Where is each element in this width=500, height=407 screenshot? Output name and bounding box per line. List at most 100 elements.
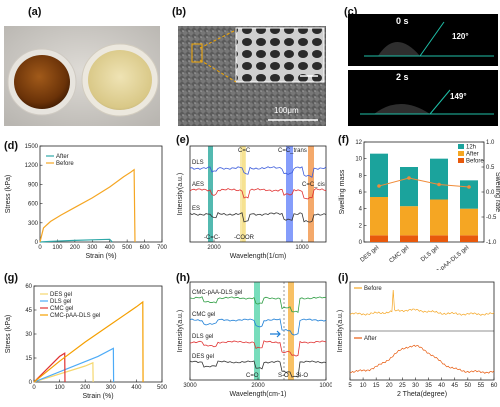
chart-h-series-line <box>189 318 327 336</box>
chart-e-series-label: ES <box>192 206 200 212</box>
panel-h: (h) 3000 2000 1000 Wavelength(cm-1) Intensit… <box>174 272 332 407</box>
chart-f-xtick-label: DES gel <box>360 245 381 264</box>
chart-e-series-line <box>189 188 327 200</box>
chart-d-series-line <box>39 238 113 243</box>
chart-e-ylabel: Intensity(a.u.) <box>177 173 184 215</box>
chart-f-bar <box>400 167 418 207</box>
chart-f-rate-point <box>437 182 441 187</box>
chart-d-xtick-label: 500 <box>122 245 133 251</box>
chart-d-xlabel: Strain (%) <box>85 253 116 260</box>
chart-f-swelling: 0 2 4 6 8 10 12 -1.0 -0.5 0.0 0.5 1.0 Swelling mass S… <box>339 140 500 270</box>
chart-d-xtick-label: 300 <box>87 245 98 251</box>
chart-h-series-label: DLS gel <box>192 334 213 340</box>
panel-f-label: (f) <box>338 134 349 146</box>
chart-f-bar <box>370 153 388 197</box>
chart-h-ftir: 3000 2000 1000 Wavelength(cm-1) Intensity(a.… <box>177 281 332 398</box>
chart-i-legend-label: After <box>364 336 377 342</box>
chart-d-ytick-label: 1500 <box>25 144 39 150</box>
chart-f-ytick-label: 2 <box>359 223 363 229</box>
chart-d-xtick-label: 600 <box>140 245 151 251</box>
chart-f-rate-point <box>467 185 471 189</box>
panel-a-label: (a) <box>28 6 42 18</box>
chart-i-xtick-label: 20 <box>386 383 393 389</box>
chart-h-xtick-label: 2000 <box>251 383 265 389</box>
panel-a: (a) <box>0 0 165 128</box>
chart-h-xtick-label: 1000 <box>319 383 332 389</box>
chart-f-ylabel2: Swelling rate <box>494 172 500 212</box>
panel-f: (f) 0 2 4 6 8 10 12 -1.0 -0.5 0.0 0.5 1.0 Swelling m… <box>334 132 500 270</box>
chart-i-xtick-label: 25 <box>399 383 406 389</box>
chart-i-xrd: 5 10 15 20 25 30 35 40 45 50 55 60 2 Theta(degree) In… <box>337 281 498 398</box>
chart-g-ytick-label: 60 <box>25 284 32 290</box>
chart-e-xtick-label: 2000 <box>207 245 221 251</box>
chart-g-series-line <box>33 347 115 383</box>
chart-d-ytick-label: 600 <box>28 202 39 208</box>
chart-f-ylabel: Swelling mass <box>339 169 346 214</box>
chart-g-series-line <box>33 352 66 383</box>
chart-e-plot-frame <box>189 145 327 243</box>
chart-e-band <box>242 146 246 242</box>
chart-f-legend-label: 12h <box>466 145 476 151</box>
chart-h-series-label: CMC gel <box>192 312 215 318</box>
panel-b-label: (b) <box>172 6 187 18</box>
petri-dish-photo <box>4 26 160 126</box>
chart-i-xtick-label: 40 <box>438 383 445 389</box>
panel-i: (i) 5 10 15 20 25 30 35 40 45 50 55 60 2 Theta(degre… <box>334 272 500 407</box>
chart-d-plot-frame <box>39 145 163 243</box>
panel-g-label: (g) <box>4 272 19 284</box>
chart-e-band-label: -COOR <box>234 235 255 241</box>
chart-h-series-line <box>189 296 327 313</box>
chart-f-bar <box>460 235 478 242</box>
chart-f-bar <box>400 235 418 242</box>
chart-f-y2tick-label: 0.0 <box>486 190 495 196</box>
chart-h-series-line <box>189 360 327 378</box>
panel-e-label: (e) <box>176 134 190 146</box>
chart-f-bar <box>460 208 478 236</box>
panel-g: (g) 0 100 200 300 400 500 0 15 30 45 60 Strain (%) S… <box>0 272 170 407</box>
chart-f-rate-point <box>377 184 381 188</box>
chart-i-xtick-label: 30 <box>412 383 419 389</box>
chart-f-ytick-label: 4 <box>359 207 363 213</box>
chart-g-ytick-label: 15 <box>25 356 32 362</box>
chart-f-legend-label: After <box>466 152 479 158</box>
chart-h-series-line <box>189 340 327 357</box>
chart-h-xlabel: Wavelength(cm-1) <box>230 391 287 398</box>
chart-e-band <box>308 146 314 242</box>
panel-h-label: (h) <box>176 272 191 284</box>
chart-h-xtick-label: 3000 <box>183 383 197 389</box>
chart-f-bar <box>370 235 388 242</box>
chart-d-xtick-label: 400 <box>105 245 116 251</box>
chart-f-ytick-label: 6 <box>359 190 363 196</box>
contact-angle-images <box>348 14 498 126</box>
chart-h-band-label: S-O <box>278 373 289 379</box>
chart-h-band <box>288 282 294 380</box>
chart-e-series-label: DLS <box>192 160 204 166</box>
chart-h-series-label: CMC-pAA-DLS gel <box>192 290 242 296</box>
chart-i-xtick-label: 10 <box>360 383 367 389</box>
chart-d-ylabel: Stress (kPa) <box>5 175 12 214</box>
chart-e-band-label: C=C_trans <box>278 148 307 154</box>
chart-i-ylabel: Intensity(a.u.) <box>337 310 344 352</box>
chart-g-xtick-label: 0 <box>32 385 36 391</box>
chart-g-series-line <box>33 361 94 383</box>
chart-f-legend-label: Before <box>466 159 484 165</box>
chart-h-band <box>254 282 260 380</box>
chart-e-series-label: AES <box>192 182 204 188</box>
chart-g-legend-label: DES gel <box>50 292 72 298</box>
chart-g-xtick-label: 300 <box>106 385 117 391</box>
chart-g-xlabel: Strain (%) <box>82 393 113 400</box>
chart-h-series-label: DES gel <box>192 354 214 360</box>
chart-f-ytick-label: 8 <box>359 173 363 179</box>
chart-i-legend-label: Before <box>364 286 382 292</box>
panel-b: (b) 100μm <box>170 0 328 128</box>
chart-e-series-line <box>189 212 327 223</box>
chart-f-rate-line <box>378 177 470 188</box>
chart-f-bar <box>430 199 448 236</box>
chart-d-ytick-label: 900 <box>28 182 39 188</box>
contact-angle-value-2: 149° <box>450 92 467 101</box>
chart-i-xtick-label: 50 <box>464 383 471 389</box>
chart-g-ylabel: Stress (kPa) <box>5 315 12 354</box>
contact-angle-time-0: 0 s <box>396 16 409 26</box>
chart-i-xlabel: 2 Theta(degree) <box>397 391 447 398</box>
sem-scalebar-label: 100μm <box>274 106 299 115</box>
